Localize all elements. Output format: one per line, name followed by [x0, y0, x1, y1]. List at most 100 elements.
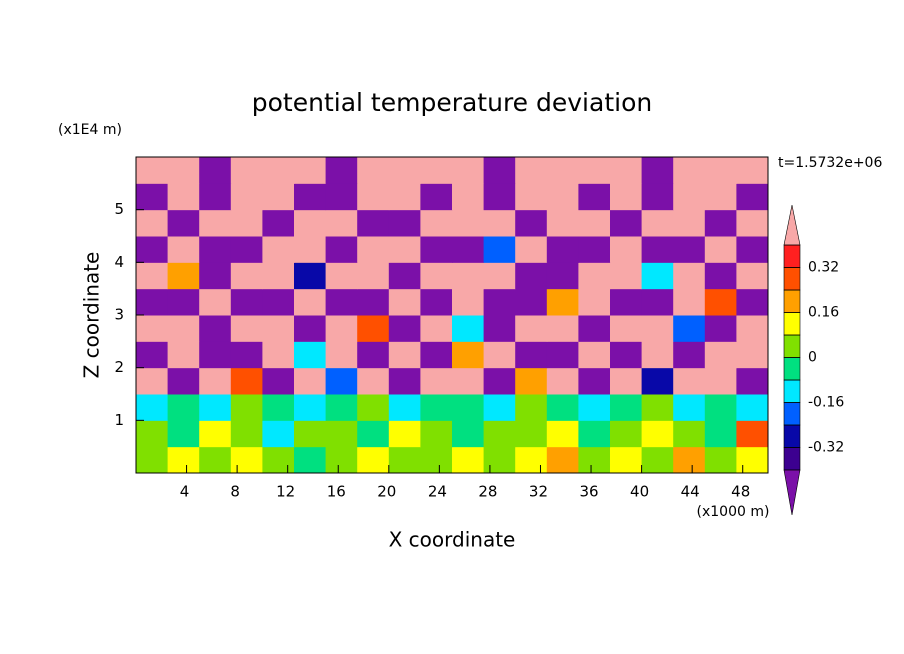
contour-cell [420, 157, 453, 184]
contour-cell [452, 262, 485, 290]
contour-cell [452, 157, 485, 184]
contour-cell [641, 315, 674, 342]
x-axis-label: X coordinate [389, 528, 516, 552]
contour-cell [610, 394, 643, 421]
contour-cell [578, 446, 611, 474]
contour-cell [610, 157, 643, 184]
contour-cell [357, 157, 390, 184]
contour-cell [704, 209, 737, 237]
contour-cell [294, 236, 327, 263]
contour-cell [515, 341, 548, 369]
contour-cell [641, 446, 674, 474]
contour-cell [420, 262, 453, 290]
contour-cell [452, 315, 485, 342]
contour-cell [483, 183, 516, 211]
colorbar-tick-label: -0.32 [808, 440, 844, 456]
contour-cell [641, 209, 674, 237]
contour-cell [388, 420, 421, 448]
contour-cell [230, 446, 263, 474]
contour-cell [357, 315, 390, 342]
contour-cell [388, 183, 421, 211]
contour-cell [388, 209, 421, 237]
contour-cell [262, 157, 295, 184]
contour-cell [515, 315, 548, 342]
contour-cell [294, 262, 327, 290]
contour-cell [357, 236, 390, 263]
contour-cell [357, 288, 390, 316]
contour-cell [262, 367, 295, 395]
contour-cell [325, 262, 358, 290]
contour-cell [673, 262, 706, 290]
contour-cell [452, 341, 485, 369]
contour-cell [578, 183, 611, 211]
contour-cell [199, 420, 232, 448]
contour-cell [515, 183, 548, 211]
contour-cell [325, 420, 358, 448]
contour-cell [420, 446, 453, 474]
contour-cell [641, 236, 674, 263]
y-tick-label: 1 [114, 411, 124, 429]
contour-cell [483, 315, 516, 342]
contour-cell [136, 236, 169, 263]
contour-cell [546, 236, 579, 263]
contour-cell [199, 394, 232, 421]
contour-cell [483, 236, 516, 263]
contour-cell [325, 367, 358, 395]
contour-cell [673, 157, 706, 184]
contour-cell [325, 183, 358, 211]
colorbar-high [783, 204, 801, 246]
contour-cell [262, 446, 295, 474]
contour-cell [420, 394, 453, 421]
colorbar-tick-label: 0.32 [808, 260, 839, 276]
contour-cell [641, 420, 674, 448]
contour-cell [546, 315, 579, 342]
contour-cell [673, 236, 706, 263]
contour-cell [136, 315, 169, 342]
contour-cell [199, 183, 232, 211]
contour-cell [704, 394, 737, 421]
contour-cell [736, 183, 769, 211]
contour-cell [199, 288, 232, 316]
contour-cell [136, 157, 169, 184]
contour-cell [325, 288, 358, 316]
contour-cell [610, 288, 643, 316]
contour-cell [357, 394, 390, 421]
contour-cell [167, 183, 200, 211]
contour-cell [546, 367, 579, 395]
contour-cell [294, 315, 327, 342]
contour-cell [199, 262, 232, 290]
contour-cell [483, 420, 516, 448]
contour-cell [452, 236, 485, 263]
contour-cell [610, 446, 643, 474]
x-tick-label: 44 [681, 483, 700, 501]
contour-cell [483, 341, 516, 369]
contour-cell [578, 288, 611, 316]
contour-cell [673, 288, 706, 316]
contour-cell [357, 420, 390, 448]
contour-cell [578, 341, 611, 369]
colorbar-box [783, 402, 801, 426]
contour-cell [736, 262, 769, 290]
x-tick-label: 16 [327, 483, 346, 501]
contour-cell [673, 341, 706, 369]
contour-cell [230, 209, 263, 237]
x-tick-label: 32 [529, 483, 548, 501]
contour-cell [294, 394, 327, 421]
contour-cell [610, 420, 643, 448]
contour-cell [357, 446, 390, 474]
contour-cell [546, 341, 579, 369]
contour-cell [704, 262, 737, 290]
contour-cell [167, 262, 200, 290]
contour-cell [704, 288, 737, 316]
colorbar-box [783, 267, 801, 291]
contour-cell [357, 209, 390, 237]
contour-cell [736, 288, 769, 316]
contour-cell [230, 315, 263, 342]
contour-cell [736, 341, 769, 369]
y-axis-label: Z coordinate [80, 252, 104, 379]
contour-cell [483, 157, 516, 184]
contour-cell [230, 236, 263, 263]
contour-cell [199, 209, 232, 237]
contour-cell [736, 157, 769, 184]
contour-cell [136, 394, 169, 421]
